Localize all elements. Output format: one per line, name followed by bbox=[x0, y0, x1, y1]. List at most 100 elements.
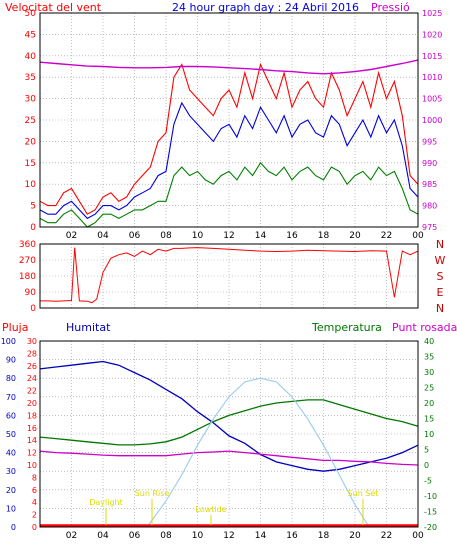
temperature-tick-label: 30 bbox=[424, 368, 434, 377]
temperature-tick-label: -5 bbox=[424, 477, 432, 486]
x-tick-label: 18 bbox=[318, 531, 330, 541]
rain-tick-label: 12 bbox=[27, 449, 37, 458]
legend-dewpoint: Punt rosada bbox=[392, 321, 457, 334]
annotation-label: Sun Rise bbox=[135, 489, 170, 498]
pressure-tick-label: 985 bbox=[422, 180, 437, 189]
x-tick-label: 14 bbox=[255, 531, 267, 541]
humidity-axis: 0 10 20 30 40 50 60 70 80 90 100 bbox=[1, 337, 16, 532]
legend-humidity: Humitat bbox=[66, 321, 111, 334]
direction-series-direction bbox=[40, 247, 419, 304]
x-tick-label: 00 bbox=[412, 531, 424, 541]
compass-label: N bbox=[436, 302, 444, 315]
compass-label: W bbox=[435, 254, 446, 267]
humidity-tick-label: 50 bbox=[6, 430, 16, 439]
rain-tick-label: 2 bbox=[32, 511, 37, 520]
temp-series bbox=[39, 360, 419, 528]
wind-series-gust bbox=[39, 62, 419, 215]
rain-tick-label: 24 bbox=[27, 374, 37, 383]
pressure-tick-label: 1010 bbox=[422, 73, 442, 82]
wind-tick-label: 0 bbox=[30, 223, 36, 233]
rain-tick-label: 30 bbox=[27, 337, 37, 346]
pressure-tick-label: 980 bbox=[422, 202, 437, 211]
direction-tick-label: 0 bbox=[30, 304, 36, 314]
pressure-tick-label: 1025 bbox=[422, 9, 442, 18]
rain-tick-label: 26 bbox=[27, 362, 37, 371]
x-tick-label: 12 bbox=[223, 231, 234, 241]
wind-tick-label: 15 bbox=[25, 159, 36, 169]
wind-series-minimum bbox=[39, 161, 419, 228]
wind-tick-label: 45 bbox=[25, 30, 36, 40]
rain-tick-label: 8 bbox=[32, 473, 37, 482]
humidity-tick-label: 20 bbox=[6, 486, 16, 495]
x-tick-label: 22 bbox=[381, 531, 392, 541]
wind-tick-label: 10 bbox=[25, 180, 37, 190]
temperature-tick-label: 20 bbox=[424, 399, 434, 408]
pressure-tick-label: 1005 bbox=[422, 95, 442, 104]
compass-label: E bbox=[437, 286, 444, 299]
pressure-tick-label: 1000 bbox=[422, 116, 442, 125]
x-tick-label: 06 bbox=[129, 231, 141, 241]
temp-series-solar bbox=[146, 377, 370, 528]
astro-annotations: Daylight Sun Rise Lowtide Sun Set bbox=[89, 489, 378, 525]
x-tick-label: 10 bbox=[192, 231, 204, 241]
x-tick-label: 08 bbox=[160, 231, 172, 241]
pressure-axis: 975 980 985 990 995 1000 1005 1010 1015 1020 1025 bbox=[422, 9, 442, 232]
temperature-tick-label: 15 bbox=[424, 415, 434, 424]
rain-tick-label: 0 bbox=[32, 523, 37, 532]
humidity-tick-label: 90 bbox=[6, 356, 16, 365]
pressure-tick-label: 990 bbox=[422, 159, 437, 168]
annotation-label: Daylight bbox=[89, 498, 123, 507]
wind-tick-label: 30 bbox=[25, 95, 37, 105]
x-tick-label: 12 bbox=[223, 531, 234, 541]
x-tick-label: 22 bbox=[381, 231, 392, 241]
temperature-tick-label: -10 bbox=[424, 492, 437, 501]
temperature-tick-label: -20 bbox=[424, 523, 437, 532]
humidity-tick-label: 70 bbox=[6, 393, 16, 402]
humidity-tick-label: 0 bbox=[11, 523, 16, 532]
x-tick-label: 02 bbox=[66, 531, 77, 541]
temp-x-axis: 02 04 06 08 10 12 14 16 18 20 22 00 bbox=[66, 531, 424, 541]
humidity-tick-label: 60 bbox=[6, 411, 16, 420]
x-tick-label: 10 bbox=[192, 531, 204, 541]
wind-series-average bbox=[39, 101, 419, 220]
temp-humidity-panel: Pluja Humitat Temperatura Punt rosada 0 1… bbox=[1, 321, 457, 541]
direction-axis: 0 90 180 270 360 bbox=[19, 240, 36, 314]
wind-tick-label: 5 bbox=[30, 202, 36, 212]
annotation-label: Lowtide bbox=[195, 505, 226, 514]
temperature-tick-label: 40 bbox=[424, 337, 434, 346]
x-tick-label: 20 bbox=[349, 231, 361, 241]
rain-tick-label: 22 bbox=[27, 387, 37, 396]
direction-series bbox=[40, 247, 419, 304]
wind-tick-label: 35 bbox=[25, 73, 36, 83]
direction-plot-frame bbox=[39, 243, 419, 309]
pressure-tick-label: 995 bbox=[422, 137, 437, 146]
legend-rain: Pluja bbox=[2, 321, 28, 334]
humidity-tick-label: 40 bbox=[6, 449, 16, 458]
wind-tick-label: 20 bbox=[25, 137, 37, 147]
pressure-axis-label: Pressió bbox=[371, 1, 410, 14]
temperature-tick-label: 35 bbox=[424, 353, 434, 362]
wind-speed-axis: 0 5 10 15 20 25 30 35 40 45 50 bbox=[25, 9, 37, 233]
rain-tick-label: 28 bbox=[27, 349, 37, 358]
legend-temperature: Temperatura bbox=[311, 321, 382, 334]
pressure-tick-label: 975 bbox=[422, 223, 437, 232]
temperature-tick-label: 5 bbox=[424, 446, 429, 455]
direction-tick-label: 360 bbox=[19, 240, 36, 250]
temp-series-humidity bbox=[39, 360, 419, 472]
rain-tick-label: 4 bbox=[32, 498, 37, 507]
compass-label: S bbox=[437, 270, 444, 283]
temp-series-dewpoint bbox=[39, 450, 419, 466]
direction-tick-label: 180 bbox=[19, 272, 36, 282]
temperature-tick-label: 25 bbox=[424, 384, 434, 393]
x-tick-label: 06 bbox=[129, 531, 141, 541]
x-tick-label: 18 bbox=[318, 231, 330, 241]
pressure-tick-label: 1020 bbox=[422, 30, 442, 39]
rain-tick-label: 18 bbox=[27, 411, 37, 420]
rain-tick-label: 10 bbox=[27, 461, 37, 470]
wind-tick-label: 25 bbox=[25, 116, 36, 126]
compass-label: N bbox=[436, 238, 444, 251]
wind-tick-label: 40 bbox=[25, 52, 37, 62]
wind-pressure-panel: Velocitat del vent 24 hour graph day : 2… bbox=[5, 1, 442, 241]
